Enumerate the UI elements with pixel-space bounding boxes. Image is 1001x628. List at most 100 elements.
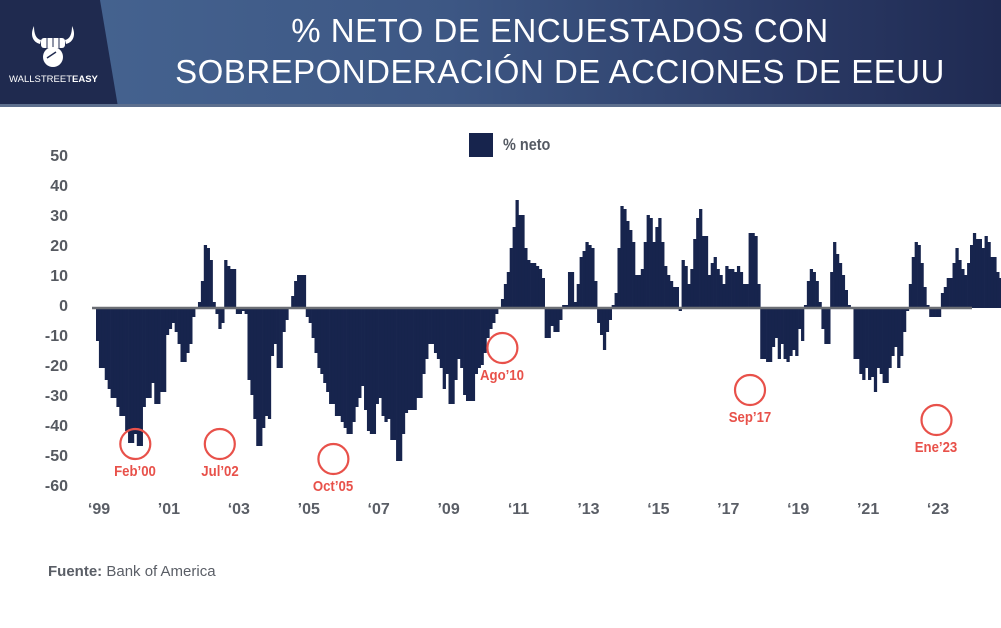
bar xyxy=(594,281,598,308)
bar xyxy=(725,266,729,308)
bar xyxy=(416,308,420,398)
bar xyxy=(908,284,913,308)
bar xyxy=(200,281,205,308)
bar xyxy=(270,308,275,356)
bar xyxy=(894,308,898,347)
bar xyxy=(795,308,799,356)
bar xyxy=(349,308,353,434)
bar xyxy=(722,284,726,308)
annotation-label: Jul’02 xyxy=(201,463,239,480)
bar xyxy=(952,263,956,308)
bar xyxy=(253,308,257,419)
bar xyxy=(541,278,545,308)
bar xyxy=(888,308,892,368)
bar xyxy=(699,209,703,308)
bar xyxy=(346,308,350,434)
bar xyxy=(232,269,237,308)
bar xyxy=(626,221,630,308)
bar xyxy=(920,263,924,308)
bar xyxy=(148,308,152,398)
y-tick-label: -60 xyxy=(44,478,68,495)
bar xyxy=(337,308,342,416)
annotation-label: Ago’10 xyxy=(480,367,525,384)
x-tick-label: ‘19 xyxy=(787,501,810,518)
bar xyxy=(562,305,566,308)
y-tick-label: 40 xyxy=(50,178,68,195)
bar xyxy=(675,287,680,308)
bar xyxy=(792,308,796,350)
bar xyxy=(911,257,915,308)
bar xyxy=(891,308,895,356)
bar xyxy=(139,308,143,446)
bar xyxy=(897,308,901,368)
bar xyxy=(949,278,953,308)
bar xyxy=(393,308,397,440)
bar xyxy=(483,308,487,353)
bar xyxy=(180,308,184,362)
bar xyxy=(544,308,548,338)
bar xyxy=(264,308,269,416)
bar xyxy=(407,308,411,410)
bar xyxy=(247,308,251,380)
bar xyxy=(203,245,208,308)
bar xyxy=(667,275,671,308)
bar xyxy=(413,308,417,410)
annotation-circle xyxy=(486,331,519,365)
bar xyxy=(669,281,674,308)
bar xyxy=(754,236,758,308)
y-tick-label: 0 xyxy=(59,298,68,315)
bar xyxy=(736,266,741,308)
bar xyxy=(981,248,985,308)
bar xyxy=(157,308,161,404)
logo-wordmark: WALLSTREETEASY xyxy=(9,74,98,85)
annotation-label: Feb’00 xyxy=(114,463,157,480)
bar xyxy=(480,308,484,365)
source-label: Fuente: xyxy=(48,563,103,580)
bar xyxy=(961,269,965,308)
page-title-line1: % NETO DE ENCUESTADOS CON xyxy=(291,12,829,49)
bar xyxy=(658,218,662,308)
bar xyxy=(972,233,977,308)
bar xyxy=(524,248,528,308)
bar xyxy=(652,242,656,308)
bar xyxy=(439,308,444,368)
bar xyxy=(136,308,141,446)
bar xyxy=(588,245,592,308)
bar xyxy=(970,245,974,308)
bar xyxy=(943,287,948,308)
bar xyxy=(914,242,918,308)
bar xyxy=(186,308,190,353)
x-tick-label: ‘99 xyxy=(87,501,111,518)
bar xyxy=(343,308,347,428)
bar xyxy=(314,308,318,353)
bar xyxy=(565,305,569,308)
bar xyxy=(101,308,106,368)
y-tick-label: -20 xyxy=(44,358,68,375)
bar xyxy=(422,308,426,374)
bar xyxy=(471,308,476,401)
bar xyxy=(451,308,455,404)
bar xyxy=(716,269,720,308)
bar xyxy=(209,260,213,308)
bar xyxy=(387,308,391,419)
bar xyxy=(611,305,615,308)
bar xyxy=(262,308,266,428)
bar xyxy=(640,269,645,308)
logo-panel: WALLSTREETEASY xyxy=(0,0,118,107)
source-value: Bank of America xyxy=(106,563,216,580)
bar xyxy=(632,242,636,308)
x-tick-label: ‘15 xyxy=(647,501,670,518)
x-tick-label: ’05 xyxy=(297,501,320,518)
bar xyxy=(734,272,738,308)
bar xyxy=(591,248,595,308)
y-tick-label: 30 xyxy=(50,208,68,225)
bar xyxy=(806,281,811,308)
bar xyxy=(535,266,540,308)
bar xyxy=(372,308,377,434)
bar xyxy=(489,308,493,329)
bar xyxy=(515,200,519,308)
bar xyxy=(294,281,298,308)
x-tick-label: ‘11 xyxy=(507,501,530,518)
bar xyxy=(224,260,228,308)
